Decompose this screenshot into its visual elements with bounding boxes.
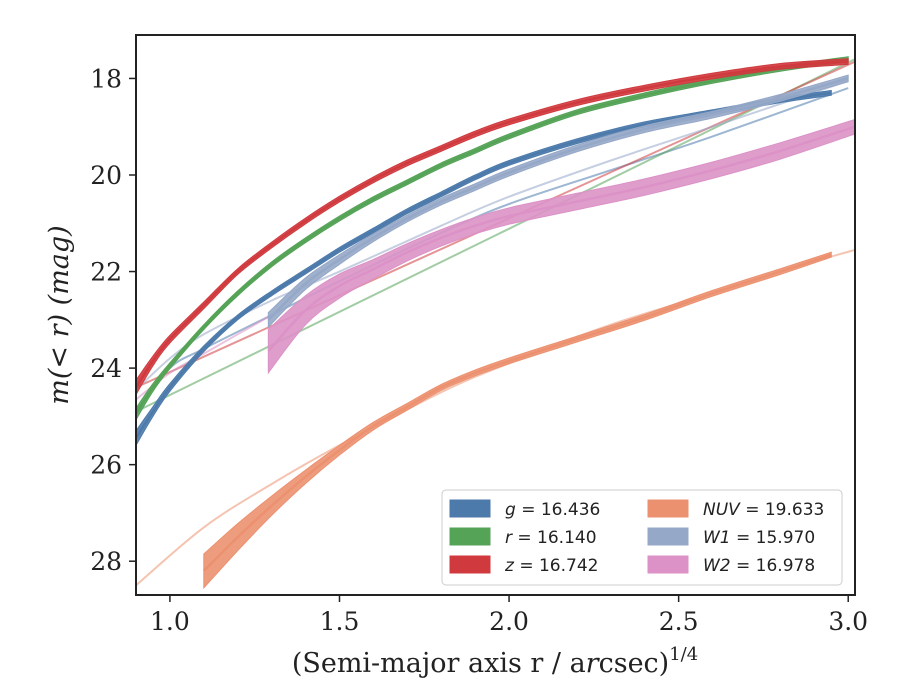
series-line-NUV <box>202 253 832 572</box>
y-tick-label: 22 <box>90 258 122 287</box>
x-tick-label: 2.5 <box>659 607 699 636</box>
y-tick-label: 26 <box>90 451 122 480</box>
series-line-z <box>136 60 849 389</box>
x-tick-label: 2.0 <box>489 607 529 636</box>
legend-label-r: r = 16.140 <box>505 528 597 548</box>
band-W1 <box>267 74 849 329</box>
y-tick-label: 18 <box>90 64 122 93</box>
x-tick-label: 1.0 <box>150 607 190 636</box>
x-tick-label: 3.0 <box>828 607 868 636</box>
legend-swatch-g <box>449 499 491 518</box>
y-tick-label: 28 <box>90 547 122 576</box>
plot-frame <box>135 34 856 596</box>
legend-label-W1: W1 = 15.970 <box>703 528 815 548</box>
band-z <box>136 58 849 396</box>
y-axis: 18 20 22 24 26 28 <box>90 64 136 576</box>
data-bands <box>136 56 855 590</box>
series-line-W1 <box>267 77 849 321</box>
legend-swatch-r <box>449 527 491 546</box>
y-tick-label: 24 <box>90 354 122 383</box>
fit-line-W1 <box>136 79 849 391</box>
legend-frame <box>441 489 843 586</box>
x-tick-label: 1.5 <box>320 607 360 636</box>
legend-swatch-z <box>449 555 491 574</box>
y-axis-label: m(< r) (mag) <box>44 225 75 404</box>
legend-swatch-W2 <box>647 555 689 574</box>
legend-swatch-NUV <box>647 499 689 518</box>
legend-swatch-W1 <box>647 527 689 546</box>
series-line-g <box>136 91 832 439</box>
series-line-r <box>136 57 849 415</box>
band-g <box>136 89 832 447</box>
y-tick-label: 20 <box>90 161 122 190</box>
x-axis-label: (Semi-major axis r / arcsec)1/4 <box>292 644 698 679</box>
legend-label-W2: W2 = 16.978 <box>703 556 815 576</box>
legend-label-g: g = 16.436 <box>505 500 600 520</box>
series-line-W2 <box>267 125 855 353</box>
legend-label-z: z = 16.742 <box>504 556 598 576</box>
band-NUV <box>203 251 832 590</box>
legend-label-NUV: NUV = 19.633 <box>703 500 824 520</box>
legend: g = 16.436 r = 16.140 z = 16.742 NUV = 19.6… <box>441 489 843 586</box>
x-axis: 1.0 1.5 2.0 2.5 3.0 <box>150 595 868 636</box>
